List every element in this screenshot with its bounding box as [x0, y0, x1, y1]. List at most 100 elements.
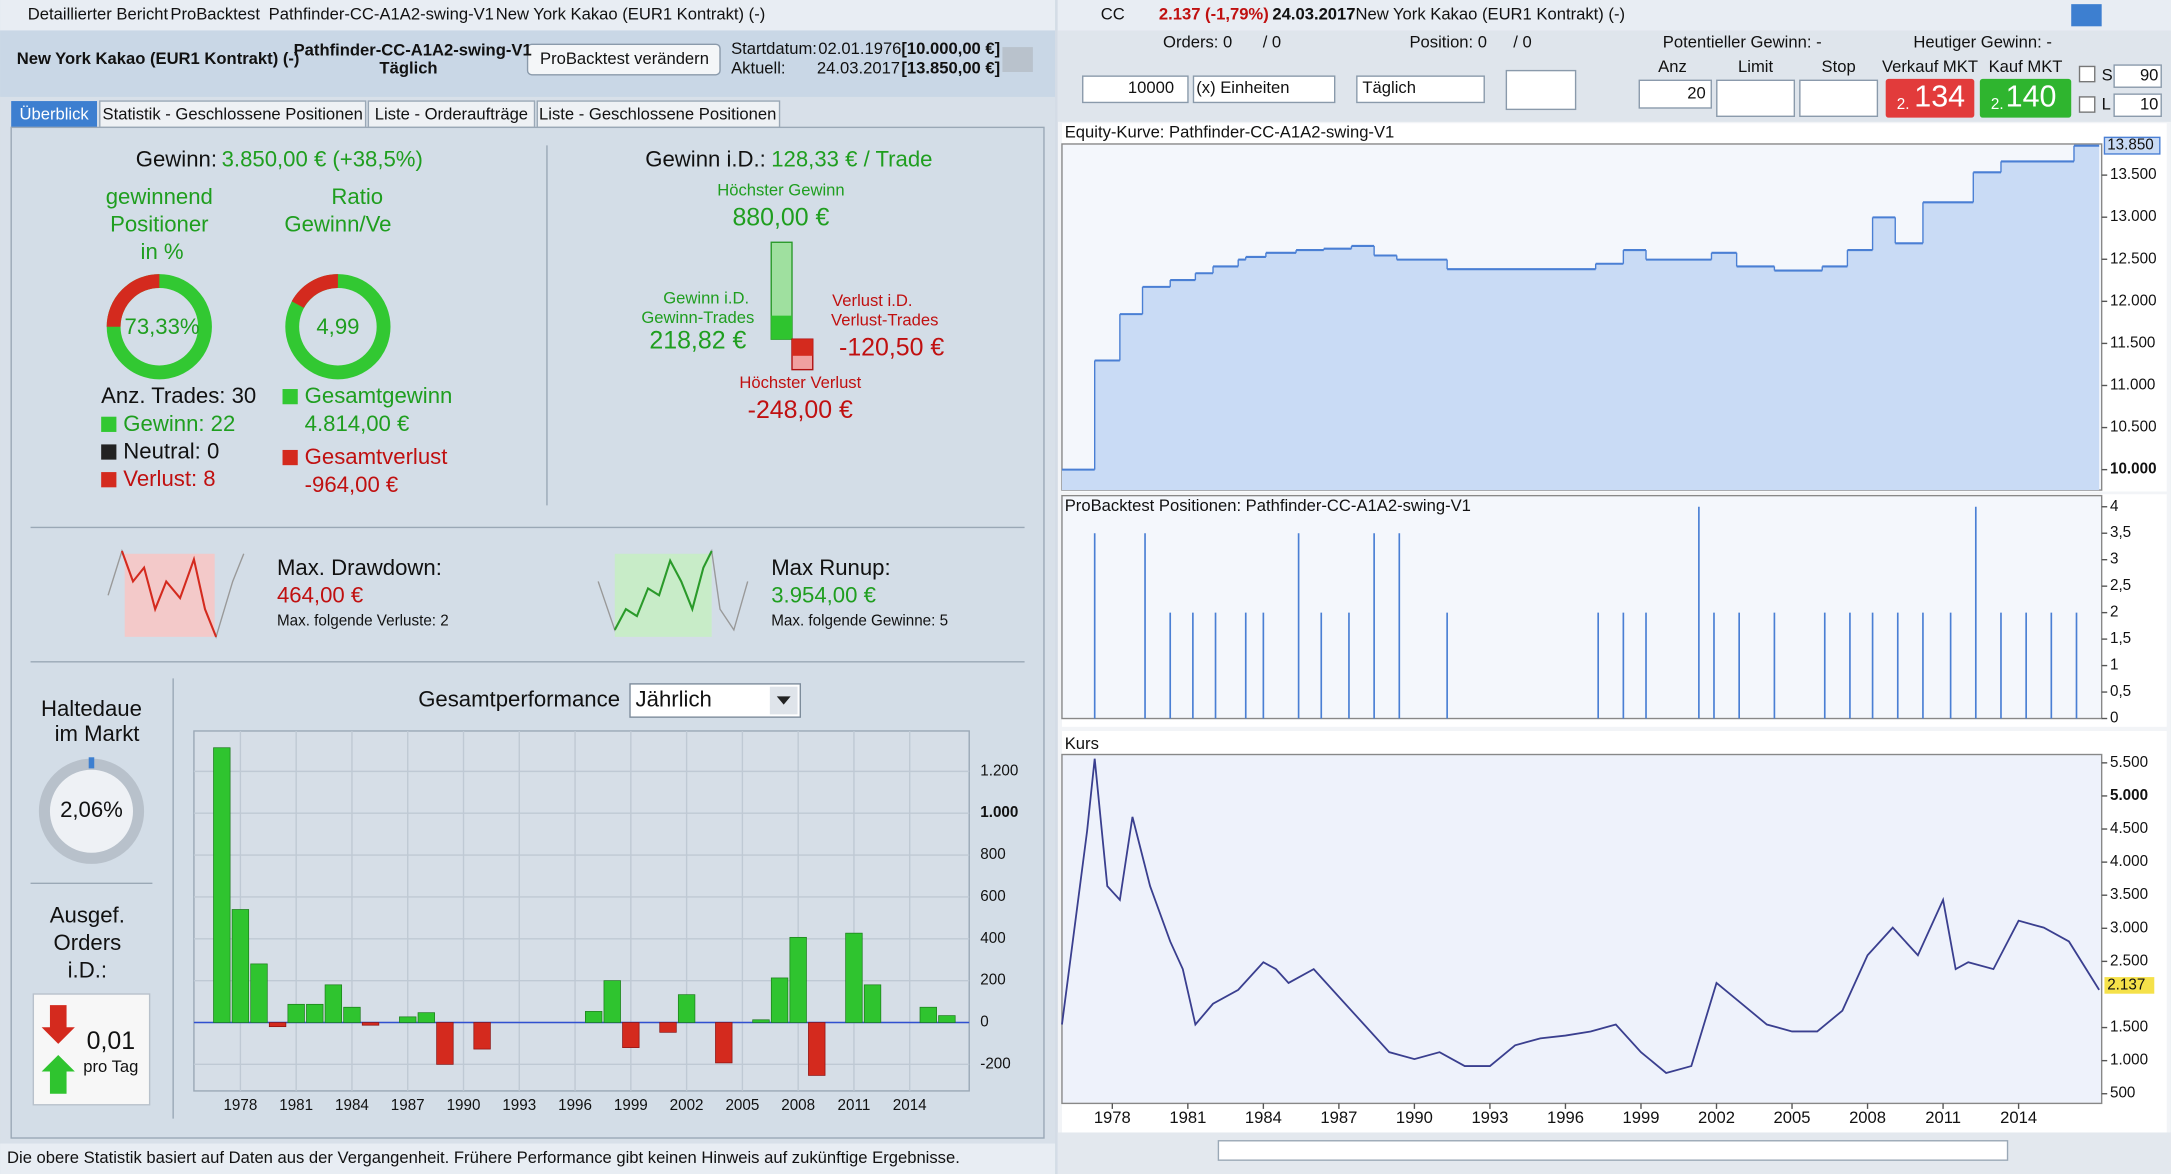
bar [584, 1011, 603, 1023]
s-input[interactable] [2113, 64, 2162, 88]
anz-input[interactable] [1638, 79, 1712, 109]
s-checkbox[interactable] [2078, 65, 2096, 83]
bar [789, 936, 807, 1023]
scrollbar[interactable] [1217, 1140, 2009, 1161]
holding-label: Haltedaue [41, 696, 142, 721]
dropdown-value: Jährlich [636, 686, 712, 711]
y-tick-label: 800 [980, 846, 1005, 863]
l-input[interactable] [2113, 93, 2162, 117]
limit-label: Limit [1738, 57, 1773, 76]
highest-loss: -248,00 € [748, 396, 853, 424]
x-tick-label: 1993 [1471, 1108, 1508, 1127]
bar [250, 963, 268, 1023]
orders-label: i.D.: [68, 958, 107, 983]
bar [231, 909, 250, 1023]
positions-plot [1061, 494, 2103, 720]
current-value-box [2104, 977, 2155, 994]
unit: (x) Einheiten [1196, 78, 1289, 97]
tab-label: Liste - Geschlossene Positionen [539, 104, 776, 123]
bar [863, 984, 882, 1023]
loss-arc [106, 274, 160, 328]
date: 24.03.2017 [1272, 5, 1355, 24]
buy-prefix: 2. [1991, 96, 2004, 113]
window-tab: Detaillierter Bericht [28, 5, 169, 24]
bar [603, 980, 621, 1023]
gain-label: Gewinn: [136, 146, 217, 171]
tab[interactable] [367, 100, 536, 129]
position: Position: 0 [1409, 32, 1487, 51]
window-button[interactable] [2071, 4, 2102, 27]
s-value: 90 [2140, 66, 2158, 85]
sell-button[interactable] [1885, 78, 1975, 118]
x-tick-label: 2014 [893, 1097, 927, 1114]
legend-swatch [282, 389, 298, 405]
highest-loss-label: Höchster Verlust [739, 373, 861, 392]
bar [343, 1006, 361, 1023]
avg-label: Gewinn i.D.: [645, 146, 766, 171]
win-pct-label: gewinnend [106, 184, 213, 209]
y-tick-label: 1,5 [2110, 630, 2131, 647]
footer: Die obere Statistik basiert auf Daten au… [7, 1148, 960, 1167]
y-tick-label: 200 [980, 972, 1005, 989]
losses: Verlust: 8 [123, 466, 215, 491]
period-select[interactable] [1356, 75, 1485, 104]
y-tick-label: 4 [2110, 498, 2119, 515]
y-tick-label: 1.000 [980, 804, 1018, 821]
quantity: 10000 [1128, 78, 1174, 97]
neutral: Neutral: 0 [123, 439, 219, 464]
orders-label: Orders [53, 930, 121, 955]
y-tick-label: 500 [2110, 1085, 2135, 1102]
x-tick-label: 2014 [2000, 1108, 2037, 1127]
total-gain: 4.814,00 € [305, 411, 410, 436]
total-loss-label: Gesamtverlust [305, 444, 448, 469]
x-tick-label: 1981 [1169, 1108, 1206, 1127]
up-arrow [41, 1054, 75, 1094]
holding-indicator [88, 757, 95, 769]
gain-value: 3.850,00 € (+38,5%) [222, 146, 423, 171]
tab-label: Liste - Orderaufträge [375, 104, 528, 123]
tab-active[interactable] [11, 101, 98, 128]
unit-select[interactable] [1192, 75, 1336, 104]
chart-type-button[interactable] [1505, 69, 1577, 111]
legend-swatch [282, 449, 298, 466]
y-tick-label: 1.200 [980, 762, 1018, 779]
buy-label: Kauf MKT [1989, 57, 2063, 76]
print-icon[interactable] [1002, 47, 1033, 72]
left-title-bar [0, 0, 1056, 31]
y-tick-label: 0 [2110, 710, 2118, 727]
win-pct: 73,33% [125, 314, 200, 339]
drawdown-value: 464,00 € [277, 583, 363, 608]
stop-buttons[interactable] [1799, 79, 1879, 117]
win-pct-label: Positioner [110, 212, 208, 237]
tab[interactable] [99, 100, 367, 129]
bar [808, 1022, 826, 1076]
y-tick-label: 2.500 [2110, 952, 2148, 969]
drawdown-highlight [120, 550, 218, 638]
tab[interactable] [536, 100, 781, 129]
current-date: 24.03.2017 [817, 59, 900, 78]
avg-win: 218,82 € [649, 327, 746, 355]
today-gain: Heutiger Gewinn: - [1913, 32, 2051, 51]
y-tick-label: 5.000 [2110, 787, 2148, 804]
edit-button[interactable] [526, 43, 721, 76]
highest-gain: 880,00 € [732, 203, 829, 231]
bar [473, 1022, 491, 1050]
limit-buttons[interactable] [1716, 79, 1796, 117]
drawdown-area [124, 553, 215, 637]
legend-swatch [101, 444, 117, 460]
y-tick-label: 1 [2110, 657, 2118, 674]
bar [324, 984, 343, 1023]
button-label: ProBacktest verändern [540, 49, 709, 68]
quantity-input[interactable] [1082, 75, 1189, 104]
buy-price: 140 [2006, 79, 2057, 113]
l-checkbox[interactable] [2078, 96, 2096, 113]
current-capital: [13.850,00 €] [901, 59, 1000, 78]
bar [361, 1022, 380, 1026]
sell-price: 134 [1914, 79, 1965, 113]
buy-button[interactable] [1979, 78, 2072, 118]
x-tick-label: 1990 [447, 1097, 481, 1114]
y-tick-label: 3,5 [2110, 524, 2131, 541]
win-pct-label: in % [141, 239, 184, 264]
bar [417, 1012, 435, 1023]
